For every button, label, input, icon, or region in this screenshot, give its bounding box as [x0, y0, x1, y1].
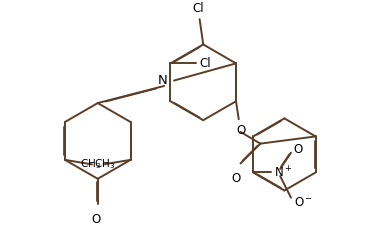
Text: N: N — [157, 74, 167, 87]
Text: CH$_3$: CH$_3$ — [80, 158, 102, 171]
Text: O: O — [294, 143, 303, 155]
Text: Cl: Cl — [192, 2, 203, 15]
Text: O: O — [232, 173, 240, 185]
Text: CH$_3$: CH$_3$ — [94, 158, 115, 171]
Text: O$^-$: O$^-$ — [294, 196, 313, 209]
Text: O: O — [236, 124, 245, 137]
Text: N$^+$: N$^+$ — [274, 165, 292, 180]
Text: O: O — [91, 213, 101, 225]
Text: Cl: Cl — [199, 57, 211, 70]
